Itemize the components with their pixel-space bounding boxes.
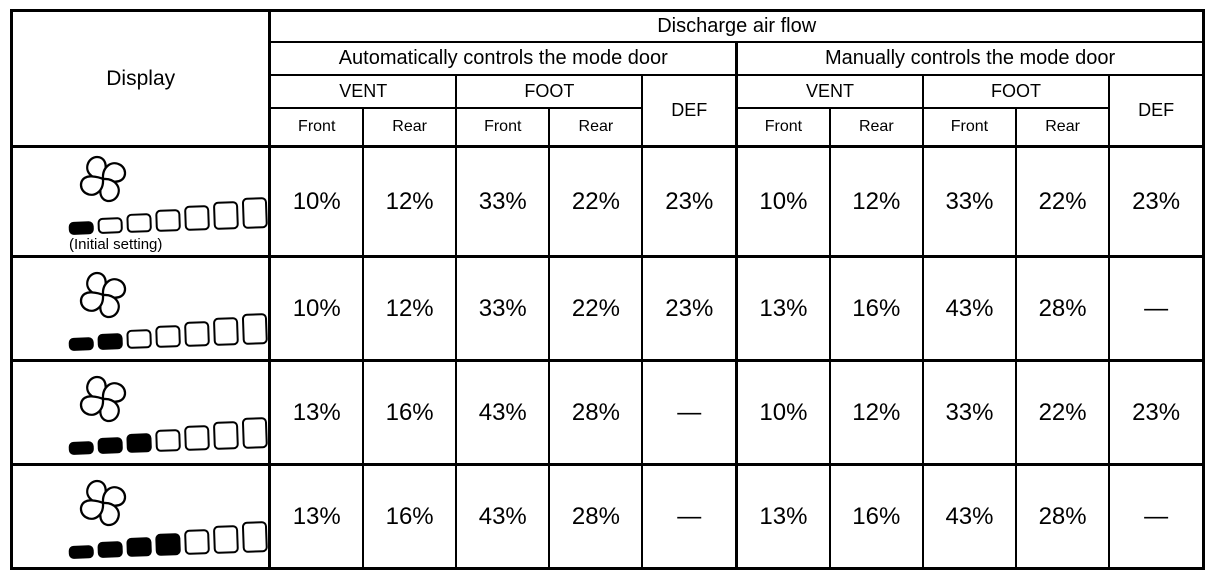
- manual-vent-front-header: Front: [735, 106, 831, 148]
- value-cell-manual-vent-rear: 16%: [828, 463, 924, 570]
- fan-speed-gauge: [68, 197, 267, 235]
- value-cell-manual-vent-rear: 12%: [828, 145, 924, 258]
- value-cell-auto-foot-front: 33%: [455, 145, 551, 258]
- fan-speed-gauge: [68, 417, 267, 455]
- value-cell-auto-vent-front: 10%: [268, 255, 365, 362]
- value-cell-manual-foot-front: 33%: [921, 359, 1018, 466]
- table-row: 10% 12% 33% 22% 23% 13% 16% 43% 28% —: [10, 255, 1205, 362]
- value-cell-manual-foot-rear: 28%: [1015, 463, 1111, 570]
- value-cell-manual-vent-rear: 12%: [828, 359, 924, 466]
- fan-speed-gauge: [68, 313, 267, 351]
- page: Display Discharge air flow Automatically…: [10, 9, 1205, 570]
- value-cell-auto-def: 23%: [641, 145, 738, 258]
- value-cell-manual-foot-rear: 22%: [1015, 145, 1111, 258]
- value-cell-manual-vent-front: 10%: [735, 359, 831, 466]
- fan-icon: [79, 155, 127, 203]
- value-cell-manual-foot-front: 43%: [921, 255, 1018, 362]
- value-cell-manual-def: —: [1108, 463, 1205, 570]
- manual-vent-rear-header: Rear: [828, 106, 924, 148]
- auto-vent-front-header: Front: [268, 106, 365, 148]
- fan-icon: [79, 479, 127, 527]
- auto-section-header: Automatically controls the mode door: [268, 40, 738, 76]
- discharge-air-flow-header: Discharge air flow: [268, 9, 1205, 43]
- value-cell-manual-vent-front: 13%: [735, 255, 831, 362]
- manual-section-header: Manually controls the mode door: [735, 40, 1205, 76]
- manual-foot-front-header: Front: [921, 106, 1018, 148]
- value-cell-auto-vent-rear: 12%: [362, 145, 458, 258]
- value-cell-auto-vent-front: 13%: [268, 359, 365, 466]
- value-cell-auto-foot-rear: 28%: [548, 359, 644, 466]
- value-cell-manual-foot-rear: 22%: [1015, 359, 1111, 466]
- auto-foot-front-header: Front: [455, 106, 551, 148]
- initial-setting-label: (Initial setting): [69, 236, 163, 253]
- value-cell-auto-vent-rear: 16%: [362, 463, 458, 570]
- fan-speed-display-cell: [10, 359, 272, 466]
- value-cell-auto-vent-rear: 12%: [362, 255, 458, 362]
- value-cell-auto-vent-front: 10%: [268, 145, 365, 258]
- value-cell-auto-foot-front: 43%: [455, 463, 551, 570]
- auto-foot-header: FOOT: [455, 73, 644, 109]
- fan-speed-gauge: [68, 521, 267, 559]
- auto-vent-rear-header: Rear: [362, 106, 458, 148]
- value-cell-auto-foot-rear: 28%: [548, 463, 644, 570]
- manual-foot-header: FOOT: [921, 73, 1111, 109]
- value-cell-manual-vent-front: 13%: [735, 463, 831, 570]
- value-cell-manual-vent-rear: 16%: [828, 255, 924, 362]
- auto-def-header: DEF: [641, 73, 738, 148]
- value-cell-manual-def: 23%: [1108, 145, 1205, 258]
- auto-foot-rear-header: Rear: [548, 106, 644, 148]
- manual-vent-header: VENT: [735, 73, 924, 109]
- fan-speed-display-cell: [10, 463, 272, 570]
- value-cell-auto-vent-front: 13%: [268, 463, 365, 570]
- display-column-header: Display: [10, 9, 272, 148]
- value-cell-auto-def: —: [641, 463, 738, 570]
- value-cell-manual-foot-front: 43%: [921, 463, 1018, 570]
- value-cell-manual-def: 23%: [1108, 359, 1205, 466]
- value-cell-auto-foot-front: 33%: [455, 255, 551, 362]
- table-row: 13% 16% 43% 28% — 13% 16% 43% 28% —: [10, 463, 1205, 570]
- fan-icon: [79, 375, 127, 423]
- manual-def-header: DEF: [1108, 73, 1205, 148]
- table-row: (Initial setting) 10% 12% 33% 22% 23% 10…: [10, 145, 1205, 258]
- fan-speed-display-cell: [10, 255, 272, 362]
- value-cell-auto-foot-rear: 22%: [548, 255, 644, 362]
- value-cell-manual-def: —: [1108, 255, 1205, 362]
- fan-icon: [79, 271, 127, 319]
- discharge-airflow-table: Display Discharge air flow Automatically…: [10, 9, 1205, 570]
- value-cell-auto-foot-front: 43%: [455, 359, 551, 466]
- value-cell-manual-vent-front: 10%: [735, 145, 831, 258]
- fan-speed-display-cell: (Initial setting): [10, 145, 272, 258]
- table-row: 13% 16% 43% 28% — 10% 12% 33% 22% 23%: [10, 359, 1205, 466]
- manual-foot-rear-header: Rear: [1015, 106, 1111, 148]
- auto-vent-header: VENT: [268, 73, 458, 109]
- value-cell-manual-foot-front: 33%: [921, 145, 1018, 258]
- value-cell-auto-vent-rear: 16%: [362, 359, 458, 466]
- value-cell-auto-def: 23%: [641, 255, 738, 362]
- value-cell-auto-foot-rear: 22%: [548, 145, 644, 258]
- value-cell-manual-foot-rear: 28%: [1015, 255, 1111, 362]
- value-cell-auto-def: —: [641, 359, 738, 466]
